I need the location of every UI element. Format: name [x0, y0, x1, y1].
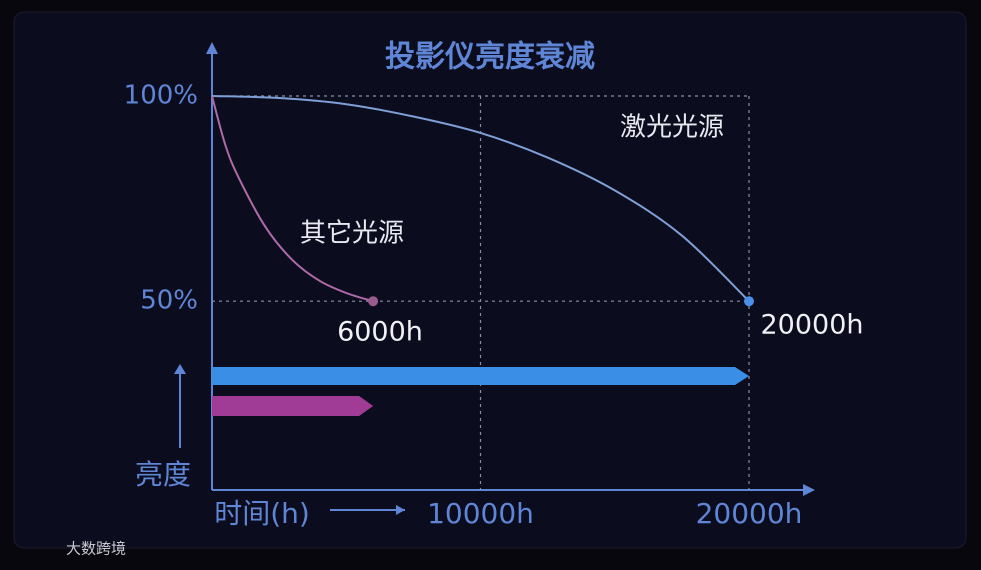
y-label-arrowhead [174, 364, 186, 374]
end-label: 20000h [760, 310, 863, 341]
y-tick-label: 50% [140, 286, 198, 316]
series-name: 激光光源 [620, 113, 724, 143]
y-axis-arrow [206, 42, 218, 54]
x-label-arrowhead [396, 505, 405, 515]
end-label: 6000h [337, 317, 423, 348]
series-name: 其它光源 [300, 219, 404, 249]
y-axis-label: 亮度 [135, 458, 191, 491]
series-line [211, 95, 374, 303]
x-axis-arrow [803, 484, 815, 496]
chart-title: 投影仪亮度衰减 [385, 40, 595, 75]
lifespan-bar [212, 396, 374, 416]
watermark: 大数跨境 [66, 540, 126, 558]
x-tick-label: 10000h [427, 497, 534, 530]
lifespan-bar [212, 367, 749, 385]
x-axis-label: 时间(h) [214, 497, 310, 530]
end-point [368, 296, 379, 307]
x-tick-label: 20000h [696, 497, 803, 530]
series-line [211, 95, 750, 302]
end-point [744, 296, 754, 307]
y-tick-label: 100% [124, 81, 198, 111]
